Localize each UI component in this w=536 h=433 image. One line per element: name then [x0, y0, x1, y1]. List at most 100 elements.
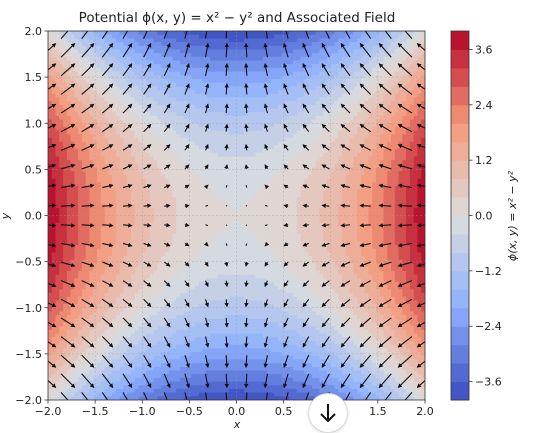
heat-cell [89, 274, 94, 279]
heat-cell [146, 101, 151, 106]
heat-cell [191, 215, 196, 220]
heat-cell [187, 245, 192, 250]
heat-cell [153, 256, 158, 261]
heat-cell [93, 230, 98, 235]
heat-cell [210, 333, 215, 338]
heat-cell [63, 208, 68, 213]
heat-cell [138, 241, 143, 246]
heat-cell [63, 178, 68, 183]
heat-cell [112, 34, 117, 39]
heat-cell [157, 248, 162, 253]
heat-cell [149, 200, 155, 206]
heat-cell [66, 97, 72, 102]
heat-cell [81, 292, 87, 298]
heat-cell [202, 171, 207, 176]
heat-cell [48, 311, 53, 316]
heat-cell [93, 315, 98, 320]
heat-cell [221, 300, 226, 305]
heat-cell [112, 182, 117, 187]
heat-cell [157, 67, 162, 73]
heat-cell [225, 292, 230, 298]
heat-cell [48, 115, 53, 121]
heat-cell [157, 90, 162, 95]
heat-cell [123, 64, 128, 69]
heat-cell [127, 174, 132, 180]
heat-cell [85, 304, 91, 309]
heat-cell [59, 355, 64, 361]
heat-cell [179, 130, 185, 135]
heat-cell [97, 104, 102, 110]
heat-cell [100, 256, 106, 261]
heat-cell [228, 248, 234, 253]
heat-cell [142, 145, 147, 150]
heat-cell [179, 204, 185, 209]
heat-cell [66, 104, 72, 110]
heat-cell [51, 256, 57, 261]
heat-cell [228, 152, 234, 158]
heat-cell [225, 67, 230, 73]
heat-cell [213, 56, 219, 62]
heat-cell [66, 289, 72, 294]
heat-cell [78, 208, 83, 213]
heat-cell [89, 326, 94, 331]
heat-cell [81, 278, 87, 283]
heat-cell [225, 108, 230, 113]
heat-cell [123, 396, 128, 400]
heat-cell [183, 86, 189, 91]
heat-cell [130, 278, 136, 283]
heat-cell [112, 318, 117, 324]
heat-cell [112, 208, 117, 213]
heat-cell [108, 219, 113, 224]
heat-cell [59, 285, 64, 290]
heat-cell [232, 64, 238, 69]
heat-cell [63, 86, 68, 91]
heat-cell [100, 326, 106, 331]
heat-cell [198, 31, 204, 36]
heat-cell [119, 322, 124, 327]
heat-cell [198, 42, 204, 47]
heat-cell [51, 67, 57, 73]
heat-cell [176, 278, 181, 283]
heat-cell [112, 333, 117, 338]
heat-cell [149, 241, 155, 246]
heat-cell [138, 281, 143, 287]
heat-cell [202, 285, 207, 290]
heat-cell [81, 167, 87, 172]
heat-cell [176, 104, 181, 110]
heat-cell [187, 185, 192, 191]
heat-cell [213, 352, 219, 357]
heat-cell [225, 285, 230, 290]
heat-cell [206, 112, 211, 117]
heat-cell [195, 185, 200, 191]
heat-cell [195, 359, 200, 364]
heat-cell [63, 189, 68, 194]
heat-cell [161, 326, 166, 331]
heat-cell [210, 193, 215, 198]
heat-cell [123, 315, 128, 320]
heat-cell [142, 359, 147, 364]
heat-cell [119, 344, 124, 349]
heat-cell [66, 126, 72, 132]
heat-cell [191, 270, 196, 276]
heat-cell [104, 167, 109, 172]
heat-cell [93, 241, 98, 246]
heat-cell [93, 67, 98, 73]
heat-cell [130, 340, 136, 346]
heat-cell [206, 352, 211, 357]
heat-cell [195, 296, 200, 301]
heat-cell [153, 366, 158, 372]
heat-cell [146, 311, 151, 316]
heat-cell [183, 167, 189, 172]
heat-cell [112, 270, 117, 276]
heat-cell [85, 230, 91, 235]
heat-cell [206, 348, 211, 353]
heat-cell [66, 197, 72, 202]
heat-cell [213, 329, 219, 335]
heat-cell [206, 263, 211, 268]
heat-cell [164, 156, 170, 161]
heat-cell [138, 208, 143, 213]
heat-cell [108, 230, 113, 235]
heat-cell [89, 171, 94, 176]
heat-cell [78, 352, 83, 357]
heat-cell [172, 86, 177, 91]
